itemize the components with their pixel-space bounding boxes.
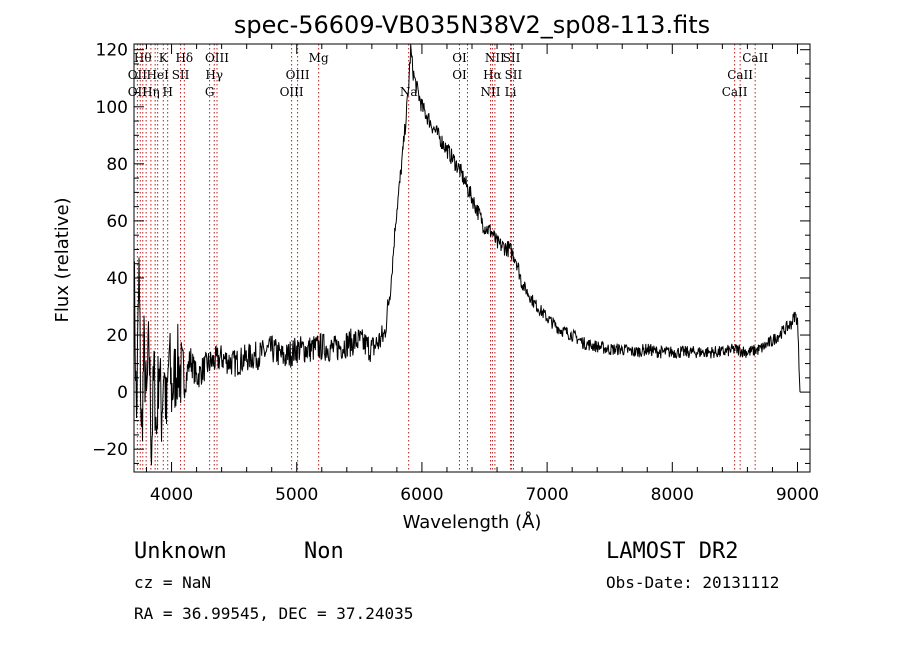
line-label: HeI bbox=[147, 68, 170, 82]
line-label: Hη bbox=[142, 85, 160, 99]
radec-text: RA = 36.99545, DEC = 37.24035 bbox=[134, 604, 413, 623]
line-label: Hγ bbox=[205, 68, 223, 82]
y-tick-label: 40 bbox=[106, 269, 128, 289]
survey-text: LAMOST DR2 bbox=[606, 539, 738, 564]
y-tick-label: 60 bbox=[106, 212, 128, 232]
line-label: OII bbox=[128, 68, 148, 82]
line-label: SII bbox=[172, 68, 190, 82]
line-label: SII bbox=[505, 68, 523, 82]
y-tick-label: 20 bbox=[106, 326, 128, 346]
line-label: Hα bbox=[483, 68, 502, 82]
line-label: NII bbox=[481, 85, 501, 99]
obs-date-text: Obs-Date: 20131112 bbox=[606, 573, 779, 592]
y-tick-label: 100 bbox=[96, 98, 128, 118]
y-tick-label: 80 bbox=[106, 155, 128, 175]
x-tick-label: 6000 bbox=[400, 485, 443, 505]
chart-title: spec-56609-VB035N38V2_sp08-113.fits bbox=[234, 11, 710, 39]
line-label: Hθ bbox=[134, 51, 152, 65]
line-label: OII bbox=[128, 85, 148, 99]
line-label: OIII bbox=[280, 85, 304, 99]
line-label: OIII bbox=[205, 51, 229, 65]
info-block: Unknown Non LAMOST DR2 cz = NaN Obs-Date… bbox=[134, 539, 779, 623]
class-text: Unknown bbox=[134, 539, 227, 564]
line-label: CaII bbox=[727, 68, 753, 82]
x-tick-label: 5000 bbox=[275, 485, 318, 505]
cz-text: cz = NaN bbox=[134, 573, 211, 592]
line-label: Hδ bbox=[175, 51, 193, 65]
line-label: CaII bbox=[722, 85, 748, 99]
x-tick-label: 9000 bbox=[776, 485, 819, 505]
line-label: OI bbox=[452, 51, 467, 65]
spectrum-line bbox=[133, 44, 801, 466]
x-tick-label: 7000 bbox=[525, 485, 568, 505]
y-tick-label: −20 bbox=[92, 440, 128, 460]
line-label: OIII bbox=[286, 68, 310, 82]
x-tick-label: 8000 bbox=[651, 485, 694, 505]
x-axis: 4000 5000 6000 7000 8000 9000 bbox=[146, 44, 819, 505]
line-label: Li bbox=[505, 85, 517, 99]
line-label: SII bbox=[503, 51, 521, 65]
x-axis-label: Wavelength (Å) bbox=[403, 511, 542, 533]
line-label: G bbox=[205, 85, 215, 99]
line-label: CaII bbox=[742, 51, 768, 65]
line-label: OI bbox=[452, 68, 467, 82]
line-label: K bbox=[159, 51, 169, 65]
x-tick-label: 4000 bbox=[150, 485, 193, 505]
line-label: NII bbox=[485, 51, 505, 65]
line-label: H bbox=[162, 85, 172, 99]
line-label: Na bbox=[400, 85, 418, 99]
y-axis: −20 0 20 40 60 80 100 120 bbox=[92, 41, 810, 464]
y-axis-label: Flux (relative) bbox=[52, 197, 73, 322]
subclass-text: Non bbox=[304, 539, 344, 564]
y-tick-label: 120 bbox=[96, 41, 128, 61]
plot-frame bbox=[133, 43, 811, 473]
y-tick-label: 0 bbox=[117, 383, 128, 403]
line-label: Mg bbox=[309, 51, 329, 65]
